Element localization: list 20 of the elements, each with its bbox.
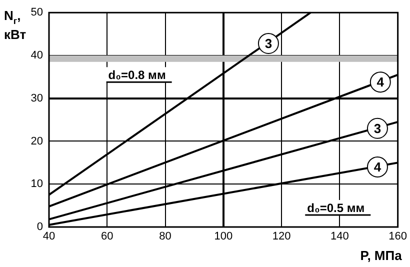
x-tick-label: 40: [42, 230, 56, 243]
annotation: 4: [374, 160, 382, 175]
y-tick-label: 0: [36, 221, 43, 234]
x-tick-label: 160: [388, 230, 408, 243]
annotation: 3: [374, 120, 382, 136]
y-tick-label: 30: [30, 92, 43, 104]
y-tick-label: 50: [30, 6, 43, 19]
y-tick-label: 20: [30, 135, 43, 148]
annotation: 4: [376, 74, 385, 90]
x-axis-title: P, МПа: [360, 248, 403, 263]
x-tick-label: 120: [272, 230, 291, 243]
x-tick-label: 60: [101, 230, 114, 243]
annotation: d₀=0.5 мм: [307, 200, 365, 215]
x-tick-label: 80: [159, 230, 172, 243]
annotation: 3: [264, 36, 272, 52]
y-tick-label: 10: [30, 178, 43, 190]
annotation: d₀=0.8 мм: [108, 68, 166, 82]
y-tick-label: 40: [30, 50, 43, 62]
x-tick-label: 100: [214, 230, 233, 243]
x-tick-label: 140: [330, 230, 349, 243]
